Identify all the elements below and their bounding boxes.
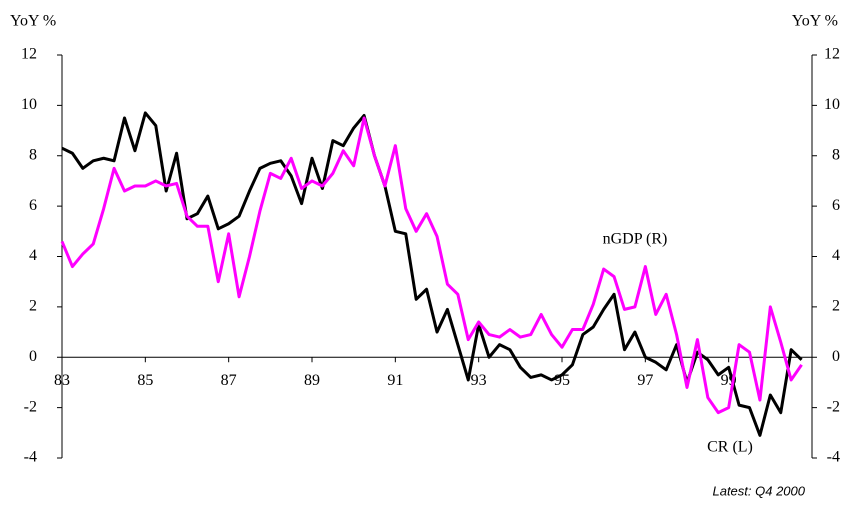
y2-tick-label: 8 xyxy=(832,146,840,163)
series-label: CR (L) xyxy=(707,439,753,456)
series-line xyxy=(61,111,803,437)
y-tick-label: -2 xyxy=(24,398,37,415)
y2-axis-label: YoY % xyxy=(792,13,838,30)
y2-tick-label: 0 xyxy=(832,348,840,365)
footnote: Latest: Q4 2000 xyxy=(712,483,805,498)
y2-tick-label: -4 xyxy=(827,449,840,466)
x-tick-label: 91 xyxy=(387,372,403,389)
y-tick-label: 4 xyxy=(29,247,37,264)
y-tick-label: 2 xyxy=(29,298,37,315)
x-tick-label: 97 xyxy=(637,372,653,389)
x-tick-label: 89 xyxy=(304,372,320,389)
y-tick-label: 6 xyxy=(29,197,37,214)
y-tick-label: 10 xyxy=(21,96,37,113)
y2-tick-label: 10 xyxy=(824,96,840,113)
x-tick-label: 87 xyxy=(221,372,237,389)
y-tick-label: 0 xyxy=(29,348,37,365)
y2-tick-label: -2 xyxy=(827,398,840,415)
x-tick-label: 93 xyxy=(471,372,487,389)
y-tick-label: 12 xyxy=(21,46,37,63)
series-line xyxy=(60,116,803,415)
series-label: nGDP (R) xyxy=(603,231,668,248)
y2-tick-label: 4 xyxy=(832,247,840,264)
y-tick-label: 8 xyxy=(29,146,37,163)
y2-tick-label: 6 xyxy=(832,197,840,214)
x-tick-label: 83 xyxy=(54,372,70,389)
y-axis-label: YoY % xyxy=(10,13,56,30)
x-tick-label: 85 xyxy=(137,372,153,389)
y2-tick-label: 12 xyxy=(824,46,840,63)
y2-tick-label: 2 xyxy=(832,298,840,315)
y-tick-label: -4 xyxy=(24,449,37,466)
